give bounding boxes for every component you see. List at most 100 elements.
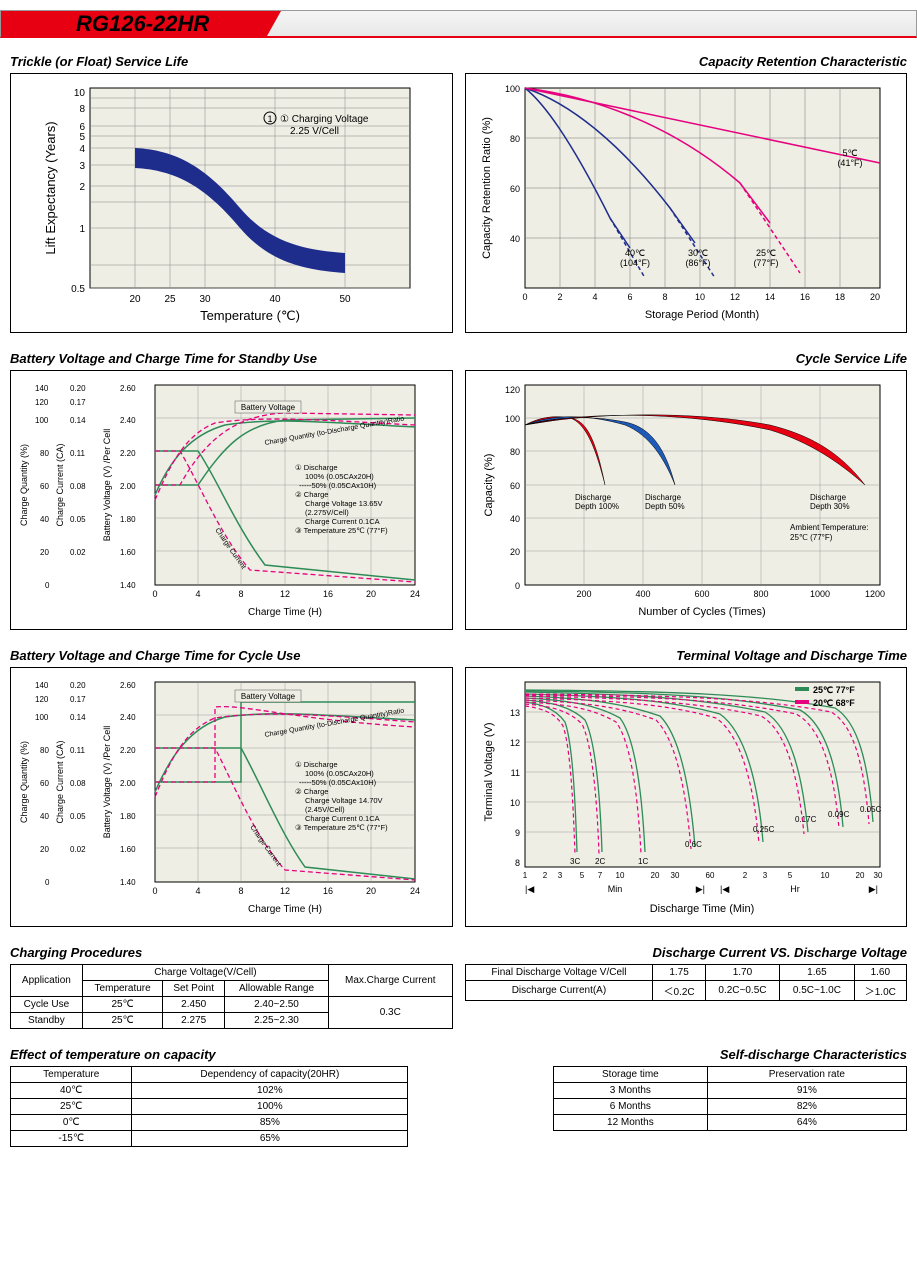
svg-text:▶|: ▶| <box>695 884 704 894</box>
svg-text:20: 20 <box>129 294 141 305</box>
svg-text:40: 40 <box>40 515 49 524</box>
svg-text:Charge Quantity (%): Charge Quantity (%) <box>19 444 29 526</box>
svg-text:2C: 2C <box>595 857 605 866</box>
svg-text:2.20: 2.20 <box>120 449 136 458</box>
svg-text:2.60: 2.60 <box>120 681 136 690</box>
svg-text:Storage Period (Month): Storage Period (Month) <box>644 309 758 321</box>
svg-text:1.60: 1.60 <box>120 548 136 557</box>
svg-text:120: 120 <box>504 385 519 395</box>
svg-text:Capacity (%): Capacity (%) <box>483 454 495 517</box>
svg-text:40℃: 40℃ <box>624 248 644 258</box>
table2-title: Discharge Current VS. Discharge Voltage <box>465 945 908 960</box>
svg-text:0.14: 0.14 <box>70 416 86 425</box>
svg-text:5: 5 <box>79 132 85 143</box>
svg-text:① Discharge: ① Discharge <box>295 760 338 769</box>
svg-text:1.80: 1.80 <box>120 515 136 524</box>
svg-text:20: 20 <box>650 871 659 880</box>
svg-text:30: 30 <box>670 871 679 880</box>
svg-text:80: 80 <box>509 447 519 457</box>
svg-text:1.60: 1.60 <box>120 845 136 854</box>
svg-text:60: 60 <box>509 481 519 491</box>
svg-text:Battery Voltage: Battery Voltage <box>241 692 296 701</box>
svg-text:24: 24 <box>410 589 420 599</box>
chart4-title: Cycle Service Life <box>465 351 908 366</box>
svg-text:2: 2 <box>742 871 747 880</box>
svg-text:11: 11 <box>510 768 519 778</box>
svg-text:Charge Voltage 14.70V: Charge Voltage 14.70V <box>305 796 383 805</box>
svg-text:16: 16 <box>799 292 809 302</box>
svg-text:0.6C: 0.6C <box>685 840 702 849</box>
svg-text:(2.45V/Cell): (2.45V/Cell) <box>305 805 345 814</box>
svg-text:60: 60 <box>509 184 519 194</box>
svg-text:100% (0.05CAx20H): 100% (0.05CAx20H) <box>305 769 374 778</box>
svg-text:4: 4 <box>592 292 597 302</box>
header-accent: RG126-22HR <box>1 11 281 36</box>
svg-text:12: 12 <box>280 589 290 599</box>
svg-text:2.20: 2.20 <box>120 746 136 755</box>
svg-text:8: 8 <box>514 858 519 868</box>
svg-text:10: 10 <box>820 871 829 880</box>
svg-text:|◀: |◀ <box>525 884 534 894</box>
svg-text:0.09C: 0.09C <box>828 810 850 819</box>
svg-text:Charge Current 0.1CA: Charge Current 0.1CA <box>305 814 380 823</box>
svg-text:0.05: 0.05 <box>70 812 86 821</box>
svg-text:10: 10 <box>509 798 519 808</box>
svg-text:5℃: 5℃ <box>842 148 857 158</box>
svg-text:② Charge: ② Charge <box>295 787 328 796</box>
chart6: 9101112138 1235710203060 235102030 |◀Min… <box>465 667 908 927</box>
svg-text:② Charge: ② Charge <box>295 490 328 499</box>
table1-title: Charging Procedures <box>10 945 453 960</box>
svg-text:20: 20 <box>366 886 376 896</box>
svg-text:0.17C: 0.17C <box>795 815 817 824</box>
svg-text:0.5: 0.5 <box>71 284 85 295</box>
svg-text:20: 20 <box>855 871 864 880</box>
svg-text:100: 100 <box>35 713 49 722</box>
svg-text:Battery Voltage (V) /Per Cell: Battery Voltage (V) /Per Cell <box>102 726 112 839</box>
svg-text:4: 4 <box>79 144 85 155</box>
svg-text:14: 14 <box>764 292 774 302</box>
svg-text:0.17: 0.17 <box>70 695 86 704</box>
chart3: 020406080100120140 0.020.050.080.110.140… <box>10 370 453 630</box>
svg-text:9: 9 <box>514 828 519 838</box>
svg-text:40: 40 <box>509 514 519 524</box>
svg-text:2.25 V/Cell: 2.25 V/Cell <box>290 126 339 137</box>
svg-text:12: 12 <box>280 886 290 896</box>
svg-text:Terminal Voltage (V): Terminal Voltage (V) <box>483 722 495 821</box>
chart6-title: Terminal Voltage and Discharge Time <box>465 648 908 663</box>
svg-text:2: 2 <box>79 182 85 193</box>
svg-text:1000: 1000 <box>809 589 829 599</box>
svg-text:12: 12 <box>509 738 519 748</box>
svg-text:16: 16 <box>323 886 333 896</box>
chart2: 100 80 60 40 02468101214161820 Storage P… <box>465 73 908 333</box>
svg-text:-----50% (0.05CAx10H): -----50% (0.05CAx10H) <box>299 778 377 787</box>
svg-text:1.40: 1.40 <box>120 581 136 590</box>
svg-text:100% (0.05CAx20H): 100% (0.05CAx20H) <box>305 472 374 481</box>
svg-text:140: 140 <box>35 384 49 393</box>
svg-text:4: 4 <box>195 589 200 599</box>
svg-text:1C: 1C <box>638 857 648 866</box>
svg-text:0: 0 <box>45 581 50 590</box>
charging-procedures-table: ApplicationCharge Voltage(V/Cell)Max.Cha… <box>10 964 453 1029</box>
svg-text:80: 80 <box>40 746 49 755</box>
svg-text:200: 200 <box>576 589 591 599</box>
svg-text:8: 8 <box>238 886 243 896</box>
svg-text:0: 0 <box>522 292 527 302</box>
svg-text:5: 5 <box>579 871 584 880</box>
svg-text:20: 20 <box>509 547 519 557</box>
svg-text:Discharge: Discharge <box>575 493 612 502</box>
svg-text:Charge Current (CA): Charge Current (CA) <box>55 740 65 823</box>
svg-text:① Charging Voltage: ① Charging Voltage <box>280 114 369 125</box>
svg-text:20: 20 <box>366 589 376 599</box>
svg-text:10: 10 <box>694 292 704 302</box>
svg-text:0.05C: 0.05C <box>860 805 882 814</box>
svg-text:0.20: 0.20 <box>70 384 86 393</box>
svg-text:0.14: 0.14 <box>70 713 86 722</box>
svg-text:120: 120 <box>35 695 49 704</box>
svg-text:(41°F): (41°F) <box>837 158 862 168</box>
svg-text:16: 16 <box>323 589 333 599</box>
svg-text:10: 10 <box>615 871 624 880</box>
svg-text:1.40: 1.40 <box>120 878 136 887</box>
svg-text:1200: 1200 <box>864 589 884 599</box>
svg-text:0.17: 0.17 <box>70 398 86 407</box>
svg-text:Battery Voltage: Battery Voltage <box>241 403 296 412</box>
